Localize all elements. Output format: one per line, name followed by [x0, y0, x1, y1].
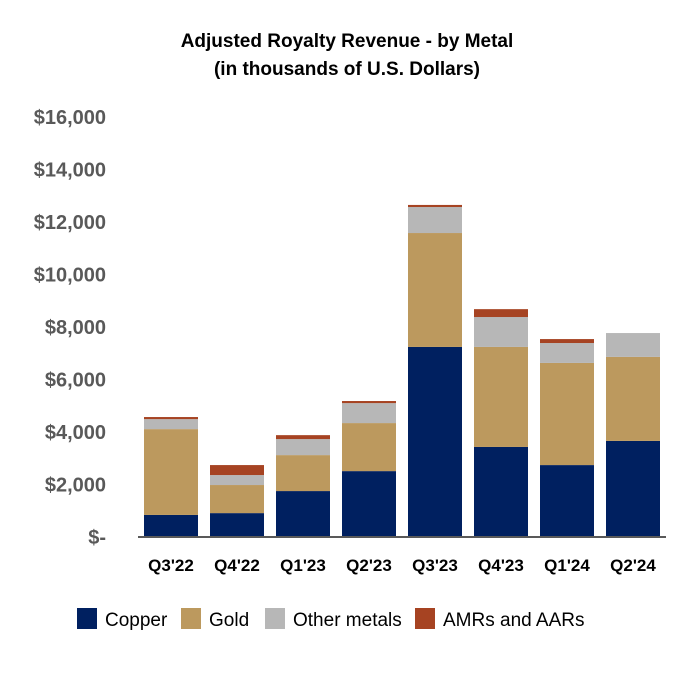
x-tick-label: Q4'22	[214, 556, 260, 575]
bar-segment-other-metals	[540, 343, 594, 363]
bar-segment-gold	[408, 233, 462, 347]
bar-stack	[408, 204, 462, 537]
bar-stack	[606, 333, 660, 537]
bar-segment-copper	[342, 471, 396, 537]
legend-item: AMRs and AARs	[415, 608, 585, 631]
bar-segment-amrs-and-aars	[540, 339, 594, 344]
legend-label: AMRs and AARs	[443, 610, 585, 631]
x-tick-label: Q2'24	[610, 556, 656, 575]
legend: Copper Gold Other metals AMRs and AARs	[77, 608, 585, 631]
bar-segment-gold	[276, 455, 330, 492]
bar-segment-copper	[210, 513, 264, 537]
legend-swatch	[265, 608, 285, 629]
bar-segment-other-metals	[210, 475, 264, 486]
bar-segment-copper	[144, 514, 198, 537]
bar-segment-gold	[474, 346, 528, 447]
bar-segment-amrs-and-aars	[408, 204, 462, 208]
y-axis: $- $2,000 $4,000 $6,000 $8,000 $10,000 $12,000…	[34, 107, 106, 549]
bar-segment-other-metals	[474, 317, 528, 347]
x-tick-label: Q2'23	[346, 556, 392, 575]
bar-segment-gold	[210, 485, 264, 514]
x-tick-label: Q3'23	[412, 556, 458, 575]
bar-segment-amrs-and-aars	[210, 465, 264, 476]
legend-swatch	[181, 608, 201, 629]
bar-segment-other-metals	[342, 403, 396, 424]
legend-item: Other metals	[265, 608, 402, 631]
bar-segment-amrs-and-aars	[342, 401, 396, 404]
bar-segment-copper	[606, 440, 660, 537]
legend-swatch	[415, 608, 435, 629]
bar-segment-copper	[474, 446, 528, 537]
x-tick-label: Q1'23	[280, 556, 326, 575]
y-tick-label: $-	[88, 527, 106, 549]
bar-segment-other-metals	[276, 439, 330, 456]
y-tick-label: $16,000	[34, 107, 106, 129]
legend-item: Copper	[77, 608, 168, 631]
legend-label: Gold	[209, 610, 249, 631]
bar-stack	[540, 339, 594, 537]
y-tick-label: $8,000	[45, 317, 106, 339]
chart-title-line-1: Adjusted Royalty Revenue - by Metal	[181, 31, 514, 52]
bar-segment-gold	[144, 429, 198, 515]
bar-segment-other-metals	[408, 207, 462, 234]
bar-segment-gold	[540, 362, 594, 466]
bar-stack	[276, 435, 330, 537]
bars	[144, 204, 660, 537]
y-tick-label: $4,000	[45, 422, 106, 444]
bar-stack	[144, 417, 198, 537]
bar-segment-copper	[540, 465, 594, 537]
x-tick-label: Q3'22	[148, 556, 194, 575]
bar-segment-gold	[606, 356, 660, 441]
y-tick-label: $12,000	[34, 212, 106, 234]
legend-item: Gold	[181, 608, 249, 631]
bar-segment-amrs-and-aars	[144, 417, 198, 420]
chart-title-line-2: (in thousands of U.S. Dollars)	[214, 59, 480, 80]
x-axis: Q3'22 Q4'22 Q1'23 Q2'23 Q3'23 Q4'23 Q1'24 Q2'24	[148, 556, 656, 575]
bar-segment-other-metals	[144, 419, 198, 430]
bar-segment-other-metals	[606, 333, 660, 357]
bar-segment-copper	[408, 346, 462, 537]
bar-stack	[210, 465, 264, 537]
y-tick-label: $6,000	[45, 370, 106, 392]
bar-segment-copper	[276, 491, 330, 537]
legend-label: Other metals	[293, 610, 402, 631]
y-tick-label: $2,000	[45, 475, 106, 497]
bar-segment-gold	[342, 423, 396, 472]
bar-segment-amrs-and-aars	[474, 309, 528, 318]
x-tick-label: Q1'24	[544, 556, 590, 575]
bar-segment-amrs-and-aars	[276, 435, 330, 440]
x-tick-label: Q4'23	[478, 556, 524, 575]
legend-label: Copper	[105, 610, 168, 631]
y-tick-label: $14,000	[34, 160, 106, 182]
legend-swatch	[77, 608, 97, 629]
y-tick-label: $10,000	[34, 265, 106, 287]
bar-stack	[342, 401, 396, 537]
bar-stack	[474, 309, 528, 537]
